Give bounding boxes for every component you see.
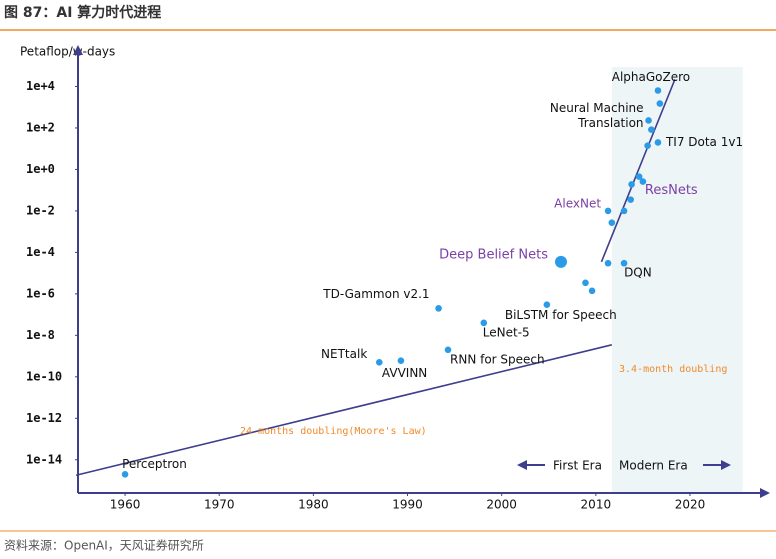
header-title: 图 87：AI 算力时代进程 [4, 4, 161, 21]
point-label: BiLSTM for Speech [505, 308, 617, 322]
annotation: 24 months doubling(Moore's Law) [240, 426, 427, 437]
data-point [554, 255, 567, 268]
y-tick-label: 1e-8 [26, 328, 55, 342]
x-tick-label: 2020 [675, 498, 706, 512]
point-label: Translation [577, 116, 643, 130]
data-point [608, 219, 616, 227]
data-point [645, 117, 652, 124]
point-label: LeNet-5 [483, 325, 530, 339]
y-tick-label: 1e-2 [26, 203, 55, 217]
x-tick-label: 1960 [110, 498, 141, 512]
trend-line [75, 344, 613, 476]
data-point [656, 100, 664, 107]
y-tick-label: 1e-4 [26, 245, 55, 259]
modern-era-shade [611, 67, 743, 493]
data-point [604, 259, 612, 267]
data-point [627, 196, 634, 203]
data-point [543, 301, 551, 309]
point-label: DQN [624, 266, 652, 280]
x-axis-arrow [760, 488, 770, 498]
annotation: First Era [553, 459, 602, 473]
data-point [620, 259, 628, 267]
x-tick-label: 1970 [204, 498, 235, 512]
era-arrow-head [517, 460, 527, 470]
era-arrow-head [721, 460, 731, 470]
x-tick-label: 1980 [298, 498, 329, 512]
data-point [588, 287, 596, 295]
data-point [654, 87, 662, 94]
data-point [480, 319, 488, 327]
data-point [644, 142, 651, 149]
point-label: TD-Gammon v2.1 [322, 287, 429, 301]
annotation: 3.4-month doubling [619, 364, 727, 375]
y-axis-label: Petaflop/w-days [20, 45, 115, 59]
x-tick-label: 2000 [486, 498, 517, 512]
point-label: NETtalk [321, 347, 367, 361]
footer-source: 资料来源：OpenAI，天风证券研究所 [4, 538, 204, 553]
data-point [635, 173, 643, 180]
data-point [121, 470, 129, 478]
point-label: TI7 Dota 1v1 [665, 135, 743, 149]
data-point [620, 207, 628, 215]
point-label: AlphaGoZero [612, 70, 690, 84]
y-tick-label: 1e-12 [26, 411, 62, 425]
y-tick-label: 1e+0 [26, 162, 55, 176]
point-label: AlexNet [554, 196, 601, 210]
x-tick-label: 1990 [392, 498, 423, 512]
point-label: Deep Belief Nets [439, 247, 548, 262]
point-label: Perceptron [122, 457, 187, 471]
y-tick-label: 1e+2 [26, 120, 55, 134]
y-axis-arrow [73, 45, 83, 55]
data-point [444, 346, 452, 354]
data-point [375, 359, 383, 366]
point-label: AVVINN [382, 366, 427, 380]
annotation: Modern Era [619, 459, 688, 473]
data-point [628, 181, 635, 188]
data-point [639, 178, 647, 185]
point-label: RNN for Speech [450, 352, 545, 366]
point-label: Neural Machine [550, 101, 644, 115]
data-point [435, 305, 442, 312]
data-point [582, 279, 589, 287]
y-tick-label: 1e+4 [26, 79, 55, 93]
data-point [648, 126, 655, 133]
y-tick-label: 1e-14 [26, 452, 62, 466]
y-tick-label: 1e-6 [26, 286, 55, 300]
y-tick-label: 1e-10 [26, 369, 62, 383]
trend-line [600, 79, 676, 263]
data-point [604, 207, 612, 215]
data-point [654, 139, 662, 146]
point-label: ResNets [645, 183, 698, 198]
x-tick-label: 2010 [581, 498, 612, 512]
data-point [397, 357, 405, 364]
